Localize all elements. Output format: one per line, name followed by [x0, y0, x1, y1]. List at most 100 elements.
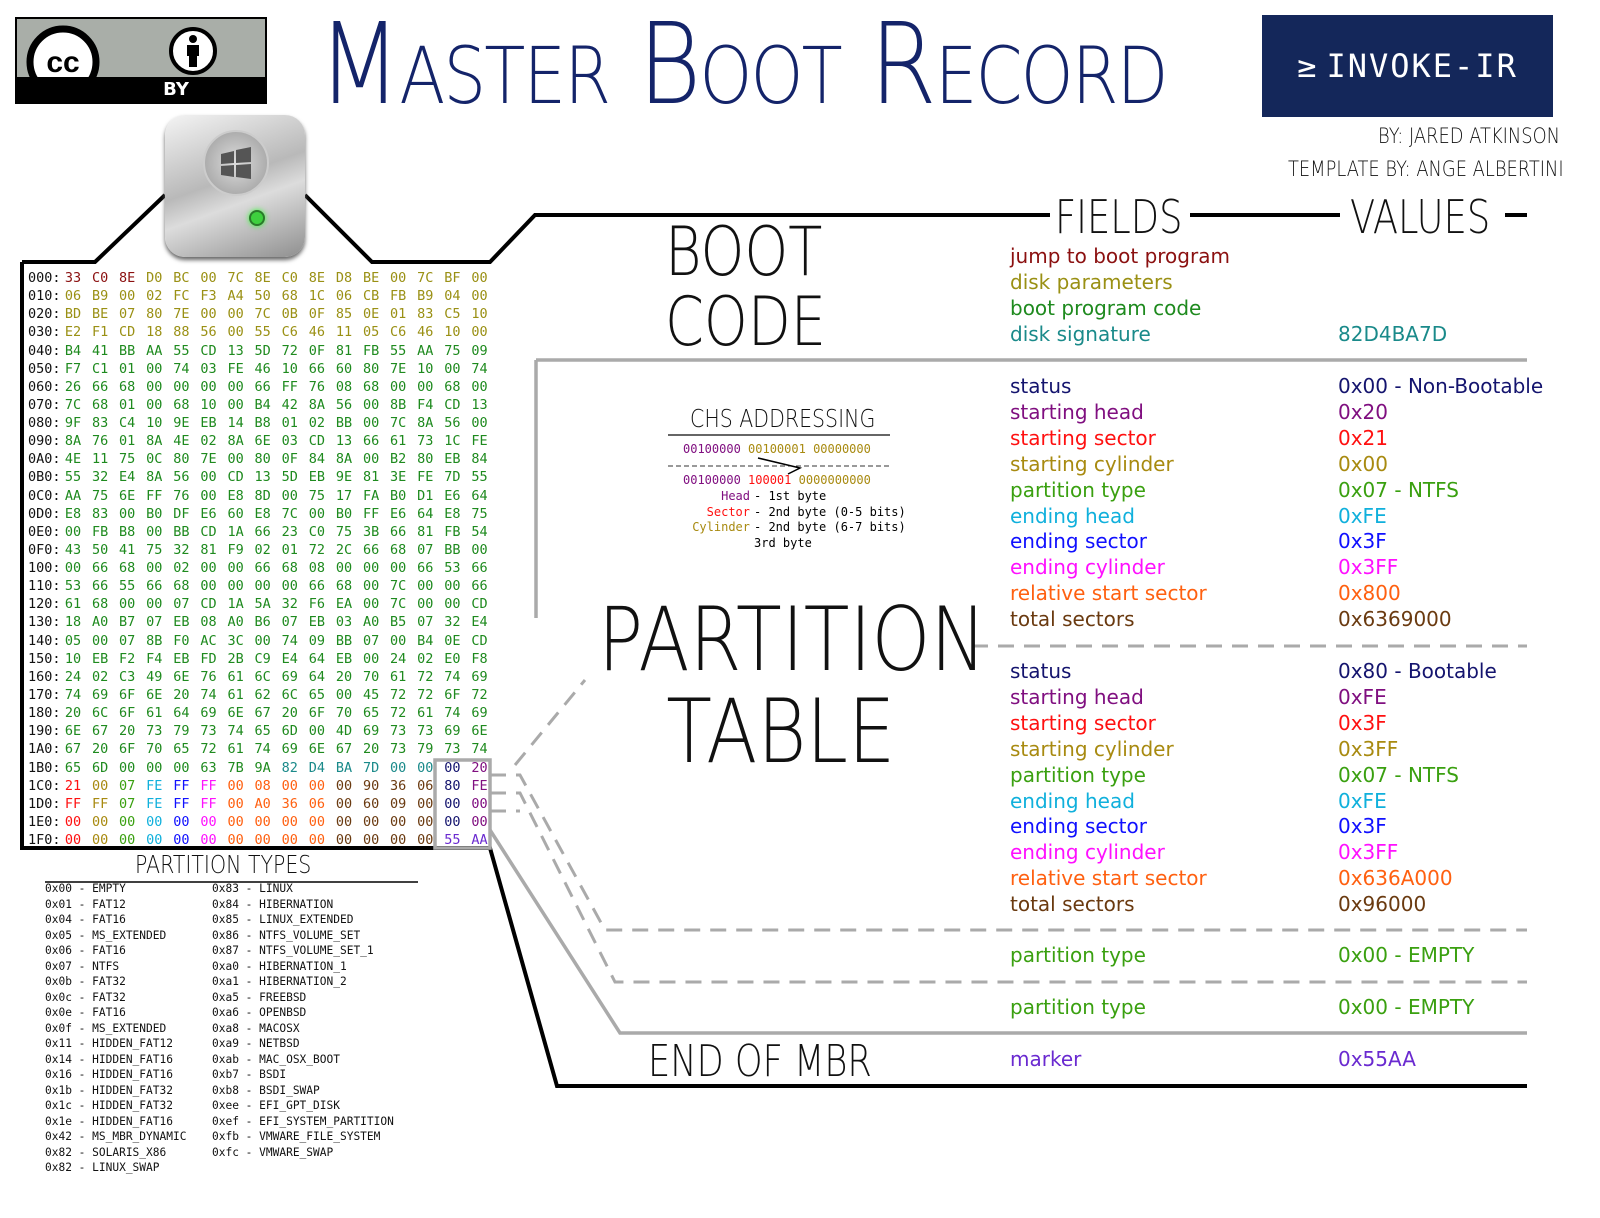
- hexdump-byte: 60: [335, 360, 353, 377]
- hexdump-byte: 01: [281, 541, 298, 558]
- hexdump-byte: 00: [281, 777, 298, 794]
- hexdump-offset: 0F0:: [28, 541, 61, 558]
- hexdump-byte: 55: [64, 469, 82, 486]
- hexdump-byte: E0: [444, 650, 461, 667]
- hexdump-byte: 06: [335, 288, 353, 305]
- hexdump-byte: 21: [64, 777, 82, 794]
- prompt-icon: ≥: [1297, 47, 1319, 85]
- hexdump-byte: 73: [444, 741, 461, 758]
- hexdump-byte: 55: [173, 342, 190, 359]
- hexdump-byte: 03: [200, 360, 217, 377]
- hexdump-byte: FE: [227, 360, 244, 377]
- boot-code-title: BOOT CODE: [665, 218, 826, 358]
- hexdump-byte: 75: [119, 451, 136, 468]
- hexdump-byte: 00: [444, 813, 461, 830]
- hexdump-byte: 05: [64, 632, 82, 649]
- hexdump-offset: 1A0:: [28, 741, 61, 758]
- hexdump-byte: 00: [390, 759, 407, 776]
- hexdump-byte: 69: [281, 668, 298, 685]
- hexdump-byte: 56: [444, 415, 461, 432]
- p1-connector: [513, 679, 587, 766]
- hexdump-byte: 8A: [64, 433, 82, 450]
- hexdump-byte: 20: [471, 759, 488, 776]
- hexdump-byte: CD: [227, 469, 244, 486]
- hexdump-byte: 00: [146, 759, 163, 776]
- chs-legend-item: Head: [668, 489, 750, 503]
- hexdump-byte: B7: [119, 614, 136, 631]
- hexdump-byte: 20: [91, 741, 109, 758]
- field-name: starting sector: [1010, 710, 1156, 735]
- dash: -: [754, 489, 769, 503]
- hexdump-byte: 90: [362, 777, 380, 794]
- hexdump-byte: 00: [281, 813, 298, 830]
- hexdump-byte: 61: [417, 705, 434, 722]
- hexdump-byte: 69: [444, 723, 461, 740]
- chs-arrow-icon: [757, 457, 803, 475]
- hexdump-byte: 6E: [254, 433, 271, 450]
- hexdump-byte: 00: [281, 832, 298, 849]
- hexdump-byte: 68: [390, 541, 407, 558]
- chs-legend-name: Sector: [706, 504, 750, 519]
- field-value: 0x00: [1338, 451, 1389, 476]
- hexdump-byte: 74: [471, 360, 488, 377]
- hexdump-byte: 00: [471, 378, 488, 395]
- hexdump-byte: 45: [362, 686, 380, 703]
- partition-type-entry: 0x0e - FAT16: [45, 1006, 126, 1019]
- hexdump-byte: AA: [471, 832, 488, 849]
- hexdump-byte: 7C: [390, 415, 407, 432]
- hexdump-byte: 5A: [254, 596, 271, 613]
- hexdump-byte: 05: [362, 324, 380, 341]
- field-value: 0x55AA: [1338, 1047, 1416, 1071]
- hexdump-byte: 67: [335, 741, 353, 758]
- partition-type-entry: 0xfb - VMWARE_FILE_SYSTEM: [212, 1130, 381, 1143]
- hexdump-byte: 32: [91, 469, 109, 486]
- hexdump-byte: 66: [254, 560, 271, 577]
- hexdump-byte: 00: [227, 560, 244, 577]
- hexdump-byte: 00: [227, 777, 244, 794]
- field-name: starting head: [1010, 399, 1144, 424]
- hexdump-byte: 3E: [390, 469, 407, 486]
- hexdump-byte: 6E: [64, 723, 82, 740]
- hexdump-offset: 180:: [28, 705, 61, 722]
- hexdump-byte: 00: [200, 560, 217, 577]
- hexdump-byte: 6E: [146, 686, 163, 703]
- hexdump-byte: 08: [254, 777, 271, 794]
- hexdump-byte: FE: [146, 777, 163, 794]
- hexdump-byte: D8: [335, 270, 353, 286]
- hexdump-byte: 00: [308, 813, 326, 830]
- hexdump-byte: FA: [362, 487, 380, 504]
- hexdump-byte: 1C: [444, 433, 461, 450]
- field-name: partition type: [1010, 477, 1146, 502]
- hexdump-byte: B4: [417, 632, 434, 649]
- logo-text: INVOKE-IR: [1326, 47, 1518, 85]
- hexdump-byte: 4D: [335, 723, 353, 740]
- hexdump-byte: AA: [146, 342, 163, 359]
- hexdump-byte: 00: [146, 378, 163, 395]
- hexdump-byte: EB: [173, 650, 190, 667]
- hexdump-byte: 66: [471, 578, 488, 595]
- hexdump-byte: 00: [390, 560, 407, 577]
- hexdump-byte: 68: [335, 578, 353, 595]
- chs-legend-item: Cylinder: [668, 520, 750, 534]
- hexdump-byte: 00: [362, 560, 380, 577]
- hexdump-offset: 0C0:: [28, 487, 61, 504]
- hexdump-byte: FC: [173, 288, 190, 305]
- partition-types-title: PARTITION TYPES: [135, 850, 312, 879]
- hexdump-byte: 0B: [281, 306, 298, 323]
- hexdump-byte: 13: [335, 433, 353, 450]
- hexdump-byte: 53: [64, 578, 82, 595]
- hexdump-byte: 80: [362, 360, 380, 377]
- hexdump-byte: 09: [308, 632, 326, 649]
- hexdump-byte: 74: [200, 686, 217, 703]
- partition-type-entry: 0x1e - HIDDEN_FAT16: [45, 1114, 173, 1128]
- partition-bytes-box: [433, 758, 492, 850]
- hexdump-byte: BA: [335, 759, 353, 776]
- partition-type-entry: 0x00 - EMPTY: [45, 882, 126, 895]
- field-value: 0x800: [1338, 581, 1401, 606]
- hexdump-byte: 06: [308, 795, 326, 812]
- dash: -: [754, 504, 769, 519]
- svg-text:cc: cc: [46, 46, 79, 79]
- field-value: 0x07 - NTFS: [1338, 477, 1459, 502]
- hexdump-byte: F0: [173, 632, 190, 649]
